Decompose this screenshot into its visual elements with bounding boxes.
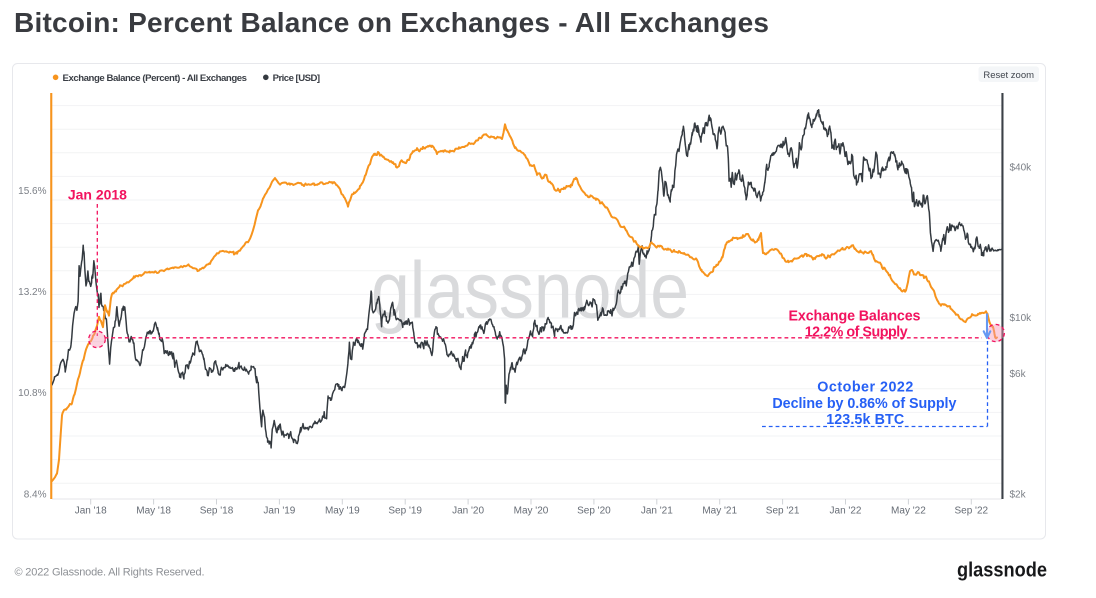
svg-text:Jan '20: Jan '20 [452, 506, 484, 517]
svg-text:glassnode: glassnode [371, 246, 689, 335]
svg-text:123.5k BTC: 123.5k BTC [826, 412, 904, 428]
svg-text:May '20: May '20 [514, 506, 549, 517]
svg-text:Sep '19: Sep '19 [388, 506, 422, 517]
svg-text:Sep '20: Sep '20 [577, 506, 611, 517]
svg-text:Reset zoom: Reset zoom [983, 70, 1034, 81]
svg-text:Decline by 0.86% of Supply: Decline by 0.86% of Supply [772, 396, 956, 412]
svg-text:Sep '21: Sep '21 [766, 506, 800, 517]
svg-text:12.2% of Supply: 12.2% of Supply [805, 325, 908, 341]
svg-text:May '22: May '22 [891, 506, 926, 517]
svg-text:Price [USD]: Price [USD] [273, 73, 321, 84]
svg-text:© 2022 Glassnode. All Rights R: © 2022 Glassnode. All Rights Reserved. [15, 567, 205, 579]
svg-text:May '19: May '19 [325, 506, 360, 517]
svg-text:Jan '22: Jan '22 [830, 506, 862, 517]
svg-text:$6k: $6k [1010, 369, 1027, 380]
svg-text:Exchange Balance (Percent) - A: Exchange Balance (Percent) - All Exchang… [63, 73, 248, 84]
svg-text:Sep '22: Sep '22 [954, 506, 988, 517]
svg-text:15.6%: 15.6% [18, 186, 46, 197]
svg-text:October 2022: October 2022 [817, 380, 913, 396]
svg-text:13.2%: 13.2% [18, 287, 46, 298]
svg-text:Jan '21: Jan '21 [641, 506, 673, 517]
svg-text:$10k: $10k [1010, 313, 1033, 324]
svg-text:Jan '18: Jan '18 [75, 506, 107, 517]
svg-text:10.8%: 10.8% [18, 388, 46, 399]
svg-text:Sep '18: Sep '18 [200, 506, 234, 517]
svg-text:glassnode: glassnode [957, 559, 1047, 581]
svg-text:$40k: $40k [1010, 163, 1033, 174]
svg-text:Bitcoin: Percent Balance on Ex: Bitcoin: Percent Balance on Exchanges - … [14, 7, 769, 38]
svg-text:8.4%: 8.4% [24, 490, 47, 501]
svg-text:Exchange Balances: Exchange Balances [789, 309, 921, 325]
svg-text:$2k: $2k [1010, 490, 1027, 501]
svg-text:Jan 2018: Jan 2018 [68, 187, 127, 203]
svg-text:May '21: May '21 [702, 506, 737, 517]
svg-text:May '18: May '18 [136, 506, 171, 517]
svg-text:Jan '19: Jan '19 [263, 506, 295, 517]
